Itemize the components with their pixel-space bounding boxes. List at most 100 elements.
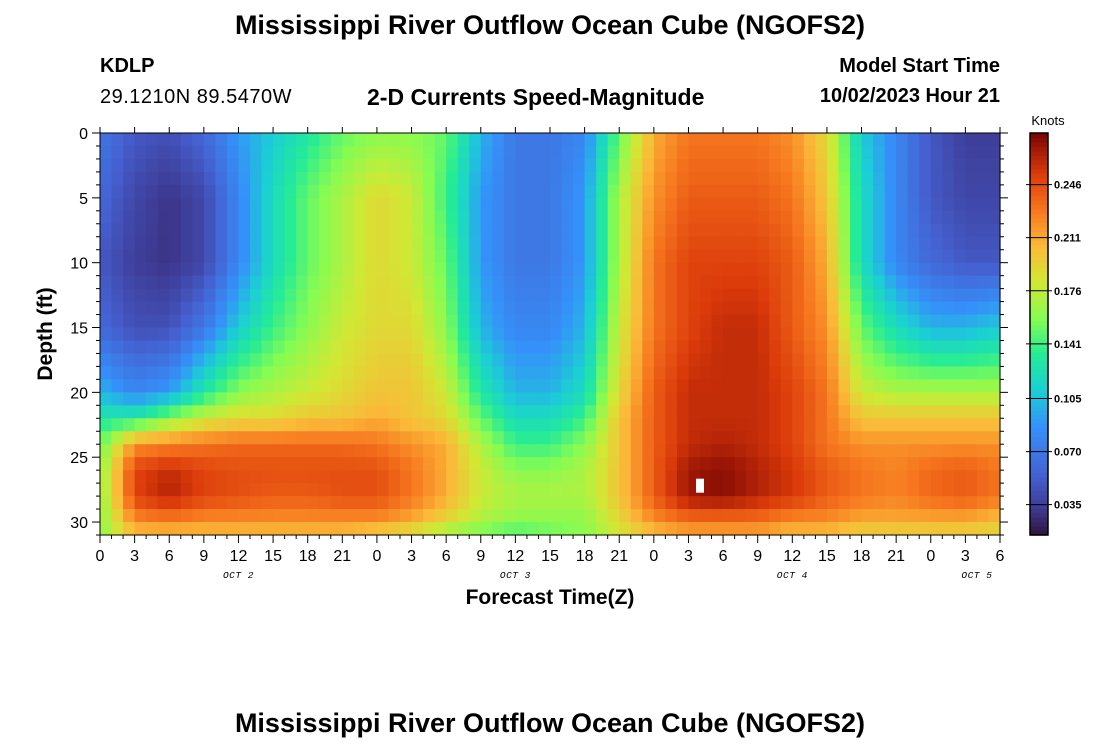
heatmap-cell — [526, 366, 540, 380]
heatmap-cell — [976, 133, 990, 147]
heatmap-cell — [607, 522, 620, 536]
heatmap-cell — [400, 340, 413, 355]
heatmap-cell — [503, 522, 516, 536]
heatmap-cell — [815, 444, 828, 458]
y-tick-label: 0 — [79, 126, 88, 143]
heatmap-cell — [273, 275, 286, 290]
heatmap-cell — [884, 418, 897, 432]
heatmap-cell — [538, 314, 551, 329]
heatmap-cell — [630, 509, 643, 523]
heatmap-cell — [665, 184, 678, 199]
heatmap-cell — [803, 366, 816, 380]
heatmap-cell — [815, 496, 828, 510]
heatmap-cell — [526, 314, 540, 329]
heatmap-cell — [596, 210, 609, 225]
colorbar-segment — [1030, 249, 1048, 255]
colorbar-segment — [1030, 503, 1048, 509]
heatmap-cell — [526, 236, 540, 251]
heatmap-cell — [803, 418, 816, 432]
heatmap-cell — [907, 288, 920, 303]
heatmap-cell — [919, 392, 932, 406]
heatmap-cell — [515, 327, 528, 342]
heatmap-cell — [596, 444, 609, 458]
heatmap-cell — [619, 145, 632, 160]
heatmap-cell — [273, 184, 286, 199]
heatmap-cell — [803, 379, 816, 393]
station-coords: 29.1210N 89.5470W — [100, 86, 292, 108]
colorbar-tick-label: 0.105 — [1054, 393, 1082, 405]
heatmap-cell — [411, 418, 424, 432]
heatmap-cell — [250, 158, 263, 173]
heatmap-cell — [665, 522, 678, 536]
heatmap-cell — [261, 340, 274, 355]
heatmap-cell — [261, 184, 274, 199]
heatmap-cell — [492, 133, 505, 147]
heatmap-cell — [226, 197, 240, 212]
heatmap-cell — [630, 353, 643, 368]
heatmap-cell — [723, 133, 736, 147]
heatmap-cell — [757, 353, 770, 368]
heatmap-cell — [607, 171, 620, 186]
colorbar-segment — [1030, 494, 1048, 500]
heatmap-cell — [215, 327, 228, 342]
heatmap-cell — [100, 457, 113, 471]
heatmap-cell — [238, 444, 251, 458]
heatmap-cell — [250, 171, 263, 186]
heatmap-cell — [884, 509, 897, 523]
heatmap-cell — [226, 353, 240, 368]
heatmap-cell — [376, 457, 390, 471]
heatmap-cell — [919, 340, 932, 355]
heatmap-cell — [573, 483, 586, 497]
heatmap-cell — [203, 327, 216, 342]
heatmap-cell — [700, 431, 713, 445]
heatmap-cell — [238, 366, 251, 380]
heatmap-cell — [238, 483, 251, 497]
heatmap-cell — [861, 314, 874, 329]
heatmap-cell — [503, 197, 516, 212]
heatmap-cell — [146, 340, 159, 355]
heatmap-cell — [734, 405, 747, 419]
heatmap-cell — [457, 184, 470, 199]
heatmap-cell — [434, 171, 447, 186]
heatmap-cell — [826, 431, 840, 445]
heatmap-cell — [100, 340, 113, 355]
heatmap-cell — [550, 314, 563, 329]
heatmap-cell — [734, 522, 747, 536]
heatmap-cell — [469, 184, 482, 199]
heatmap-cell — [919, 418, 932, 432]
heatmap-cell — [330, 509, 343, 523]
heatmap-cell — [538, 444, 551, 458]
heatmap-cell — [838, 457, 851, 471]
heatmap-cell — [792, 522, 805, 536]
heatmap-cell — [930, 314, 943, 329]
heatmap-cell — [976, 171, 990, 186]
heatmap-cell — [503, 223, 516, 238]
heatmap-cell — [630, 145, 643, 160]
heatmap-cell — [111, 444, 124, 458]
heatmap-cell — [226, 223, 240, 238]
heatmap-cell — [584, 483, 597, 497]
heatmap-cell — [723, 210, 736, 225]
heatmap-cell — [838, 444, 851, 458]
heatmap-cell — [319, 197, 332, 212]
heatmap-cell — [988, 379, 1001, 393]
heatmap-cell — [792, 353, 805, 368]
heatmap-cell — [965, 236, 978, 251]
heatmap-cell — [180, 158, 193, 173]
heatmap-cell — [838, 223, 851, 238]
heatmap-cell — [573, 133, 586, 147]
heatmap-cell — [457, 405, 470, 419]
heatmap-cell — [746, 262, 759, 277]
heatmap-cell — [434, 392, 447, 406]
heatmap-cell — [930, 366, 943, 380]
heatmap-cell — [976, 444, 990, 458]
heatmap-cell — [700, 275, 713, 290]
heatmap-cell — [157, 249, 170, 264]
heatmap-cell — [826, 197, 840, 212]
colorbar-segment — [1030, 289, 1048, 295]
heatmap-cell — [342, 340, 355, 355]
heatmap-cell — [919, 496, 932, 510]
heatmap-cell — [192, 340, 205, 355]
heatmap-cell — [596, 262, 609, 277]
heatmap-cell — [134, 353, 147, 368]
